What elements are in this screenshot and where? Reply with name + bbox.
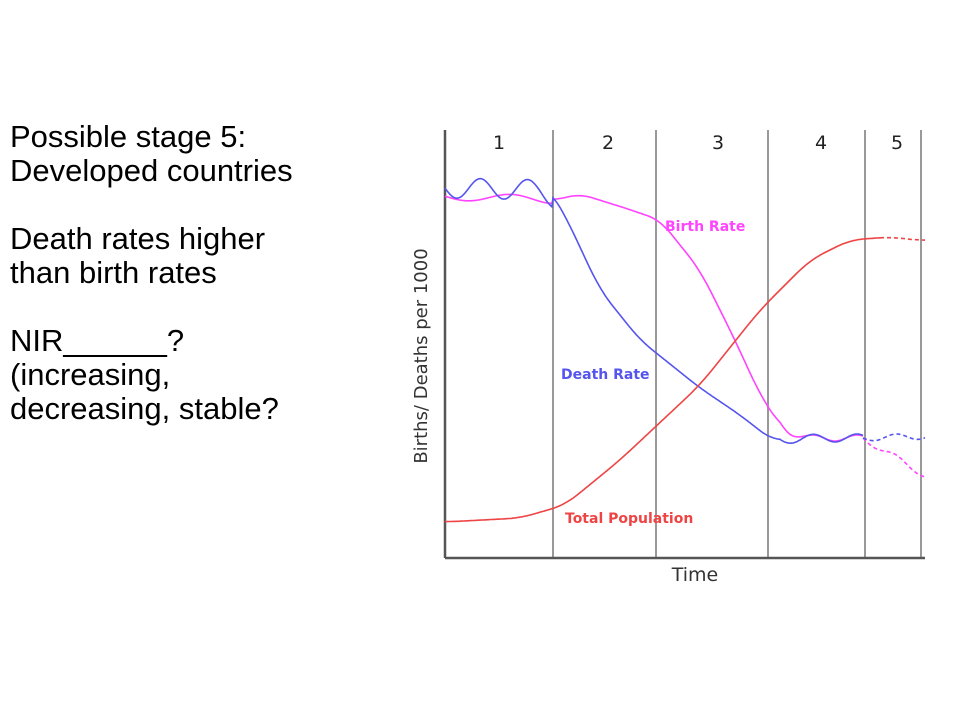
birth-rate-projection <box>862 437 926 478</box>
text-line-5: NIR______? <box>10 323 185 358</box>
death-rate-line <box>444 177 864 444</box>
slide-text: Possible stage 5: Developed countries De… <box>10 120 390 426</box>
text-line-3: Death rates higher <box>10 221 266 256</box>
text-line-4: than birth rates <box>10 255 217 290</box>
stage-labels: 1 2 3 4 5 <box>493 132 903 154</box>
y-axis-label: Births/ Deaths per 1000 <box>411 248 432 463</box>
birth-rate-line <box>444 193 864 442</box>
text-line-2: Developed countries <box>10 153 293 188</box>
text-line-7: decreasing, stable? <box>10 391 279 426</box>
axes <box>443 130 925 560</box>
death-rate-projection <box>862 433 926 442</box>
text-gap <box>10 290 390 324</box>
stage-label: 5 <box>891 132 903 154</box>
birth-rate-label: Birth Rate <box>665 219 745 235</box>
text-line-1: Possible stage 5: <box>10 119 247 154</box>
total-population-projection <box>880 236 926 241</box>
text-line-6: (increasing, <box>10 357 171 392</box>
stage-label: 2 <box>602 132 614 154</box>
demographic-transition-chart: 1 2 3 4 5 Birth Rate Death Rate Total Po… <box>411 130 926 586</box>
x-axis-label: Time <box>671 564 719 586</box>
text-gap <box>10 188 390 222</box>
death-rate-label: Death Rate <box>561 367 650 383</box>
stage-label: 1 <box>493 132 505 154</box>
total-population-label: Total Population <box>565 511 693 527</box>
stage-label: 4 <box>815 132 827 154</box>
stage-label: 3 <box>712 132 724 154</box>
total-population-line <box>445 237 881 523</box>
stage-dividers <box>552 130 922 558</box>
